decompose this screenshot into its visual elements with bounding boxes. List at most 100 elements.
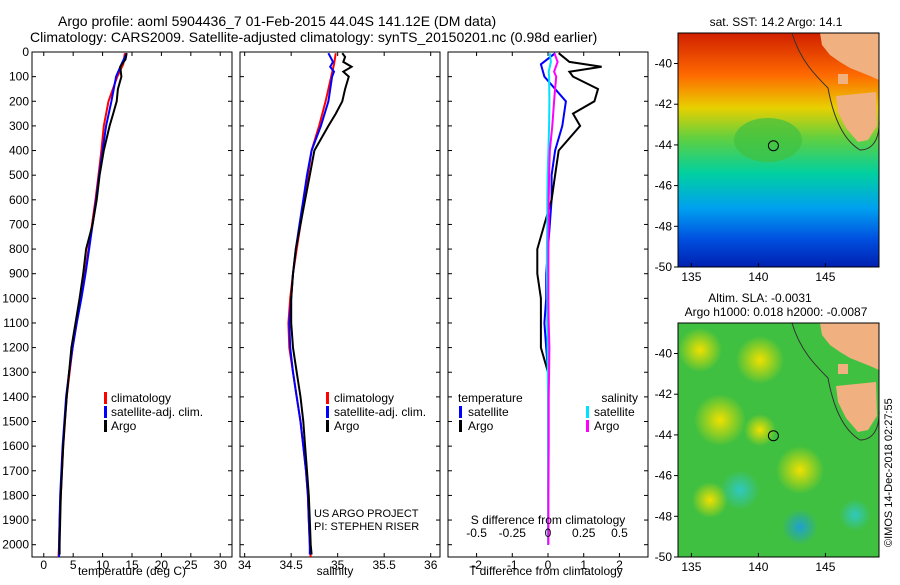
map-lon-label: 135 [681,560,701,574]
salinity-profile-panel: 34 34.5 35 35.5 36 climatology satellite-adj… [238,51,441,578]
sst-map-frame [677,32,880,268]
map-lat-label: -50 [655,260,673,274]
s-difference-label: S difference from climatology [471,513,626,527]
x-tick-label: 36 [424,558,438,572]
legend-temperature-heading: temperature [458,391,523,405]
x-tick-label: 10 [96,558,110,572]
depth-tick-label: 600 [9,193,29,207]
x-tick-label: 34.5 [279,558,303,572]
sst-map-land-mainland [820,33,879,80]
depth-tick-label: 1800 [2,488,29,502]
map-lat-label: -42 [655,387,673,401]
sst-map-shelf-contour [791,32,880,151]
sst-map-eddy [734,118,802,162]
series-line-argo [290,52,354,555]
x-tick-label: 35 [331,558,345,572]
sst-map-land-island-small [838,74,848,84]
legend-s-satellite-label: satellite [594,405,635,419]
sla-map-highlight [744,414,776,446]
legend-satellite-swatch [326,406,329,418]
sla-map-low [839,499,871,531]
sla-map-land-mainland [820,323,879,370]
map-lon-label: 145 [815,270,835,284]
depth-tick-label: 400 [9,144,29,158]
temperature-xlabel: temperature (deg C) [78,564,186,578]
s-diff-tick-label: 0.25 [572,526,596,540]
legend-argo-swatch [104,420,107,432]
legend-s-satellite-swatch [586,406,589,418]
legend-salinity-heading: salinity [601,391,638,405]
map-lat-label: -40 [655,347,673,361]
sst-map: 135 140 145 -40 -42 -44 -46 -48 -50 [655,32,880,284]
legend-argo-label: Argo [334,419,360,433]
legend-s-argo-swatch [586,420,589,432]
map-lat-label: -50 [655,550,673,564]
sla-map: 135 140 145 -40 -42 -44 -46 -48 -50 [655,322,880,574]
sla-map-float-marker [767,430,779,442]
temperature-legend: climatology satellite-adj. clim. Argo [104,391,203,433]
legend-t-argo-swatch [459,420,462,432]
x-tick-label: -1 [507,558,518,572]
map-lat-label: -46 [655,469,673,483]
s-diff-tick-label: -0.5 [466,526,487,540]
legend-t-argo-label: Argo [468,419,494,433]
sla-map-land-island-small [838,364,848,374]
sla-map-land-tasmania [836,382,877,432]
depth-tick-label: 1000 [2,291,29,305]
project-note: US ARGO PROJECT [314,508,419,520]
legend-t-satellite-label: satellite [468,405,509,419]
salinity-axes-frame [239,51,441,558]
depth-tick-label: 500 [9,168,29,182]
x-tick-label: 1 [580,558,587,572]
legend-climatology-label: climatology [111,391,171,405]
x-tick-label: 34 [238,558,252,572]
map-lon-label: 135 [681,270,701,284]
t-difference-xlabel: T difference from climatology [469,564,623,578]
sla-map-highlight [678,328,722,372]
sla-map-highlight [736,336,784,384]
s-diff-tick-label: 0.5 [611,526,628,540]
sla-map-frame [677,322,880,558]
title-line-1: Argo profile: aoml 5904436_7 01-Feb-2015… [58,13,496,29]
s-diff-tick-label: 0 [545,526,552,540]
legend-satellite-swatch [104,406,107,418]
depth-tick-label: 1900 [2,513,29,527]
depth-tick-label: 0 [22,45,29,59]
argo-height-title: Argo h1000: 0.018 h2000: -0.0087 [685,305,868,319]
sla-map-low [782,509,818,545]
map-lat-label: -44 [655,138,673,152]
map-lon-label: 140 [748,270,768,284]
sst-map-land-tasmania [836,92,877,142]
sla-map-shelf-contour [791,322,880,441]
map-lon-label: 140 [748,560,768,574]
map-lat-label: -42 [655,97,673,111]
x-tick-label: 25 [184,558,198,572]
depth-tick-label: 1600 [2,439,29,453]
legend-argo-label: Argo [111,419,137,433]
x-tick-label: 15 [125,558,139,572]
legend-climatology-label: climatology [334,391,394,405]
difference-profile-panel: -2 -1 0 1 2 temperature satellite Argo salin… [447,51,649,578]
map-lat-label: -44 [655,428,673,442]
depth-tick-label: 1300 [2,365,29,379]
map-lat-label: -48 [655,509,673,523]
salinity-xlabel: salinity [317,564,354,578]
map-lon-label: 145 [815,560,835,574]
map-lat-label: -40 [655,57,673,71]
depth-tick-label: 1500 [2,415,29,429]
temperature-axes-frame [31,51,233,558]
x-tick-label: 0 [545,558,552,572]
x-tick-label: 5 [70,558,77,572]
sst-map-title: sat. SST: 14.2 Argo: 14.1 [710,15,843,29]
x-tick-label: 2 [616,558,623,572]
sla-map-low [720,470,760,510]
depth-tick-label: 900 [9,267,29,281]
depth-tick-label: 300 [9,119,29,133]
depth-tick-label: 1200 [2,341,29,355]
pi-note: PI: STEPHEN RISER [314,521,419,533]
series-line-argo [58,53,128,555]
depth-tick-label: 200 [9,94,29,108]
depth-tick-label: 1100 [3,316,29,330]
depth-tick-label: 700 [9,217,29,231]
